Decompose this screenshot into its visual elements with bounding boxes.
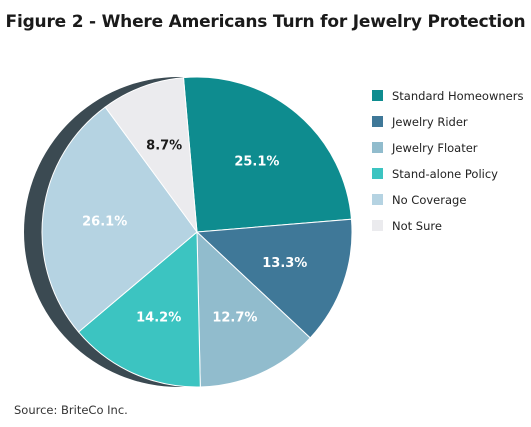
pie-slice-jewelry-floater — [196, 230, 311, 388]
legend-label-no-coverage: No Coverage — [392, 193, 466, 207]
data-label-not-sure: 8.7% — [146, 139, 182, 154]
data-label-jewelry-floater: 12.7% — [212, 310, 257, 325]
pie-slice-no-coverage — [41, 106, 198, 333]
pie-slice-not-sure — [104, 77, 198, 234]
source-note: Source: BriteCo Inc. — [14, 403, 128, 417]
pie-data-labels: 25.1% 13.3% 12.7% 14.2% 26.1% 8.7% — [82, 139, 307, 326]
pie-slices — [41, 76, 353, 388]
legend-swatch-standard-homeowners — [372, 90, 383, 101]
legend-swatch-jewelry-floater — [372, 142, 383, 153]
legend-swatch-no-coverage — [372, 194, 383, 205]
data-label-jewelry-rider: 13.3% — [262, 256, 307, 271]
legend-label-not-sure: Not Sure — [392, 219, 442, 233]
data-label-no-coverage: 26.1% — [82, 215, 127, 230]
chart-title: Figure 2 - Where Americans Turn for Jewe… — [5, 12, 526, 32]
legend: Standard Homeowners Jewelry Rider Jewelry … — [372, 89, 523, 233]
legend-swatch-not-sure — [372, 220, 383, 231]
legend-swatch-stand-alone-policy — [372, 168, 383, 179]
data-label-stand-alone-policy: 14.2% — [136, 310, 181, 325]
pie-slice-jewelry-rider — [195, 218, 353, 339]
legend-swatch-jewelry-rider — [372, 116, 383, 127]
pie-slice-stand-alone-policy — [77, 230, 201, 388]
legend-label-jewelry-rider: Jewelry Rider — [391, 115, 468, 129]
data-label-standard-homeowners: 25.1% — [234, 154, 279, 169]
legend-label-standard-homeowners: Standard Homeowners — [392, 89, 523, 103]
legend-label-jewelry-floater: Jewelry Floater — [391, 141, 478, 155]
pie-slice-standard-homeowners — [182, 76, 353, 233]
legend-label-stand-alone-policy: Stand-alone Policy — [392, 167, 498, 181]
